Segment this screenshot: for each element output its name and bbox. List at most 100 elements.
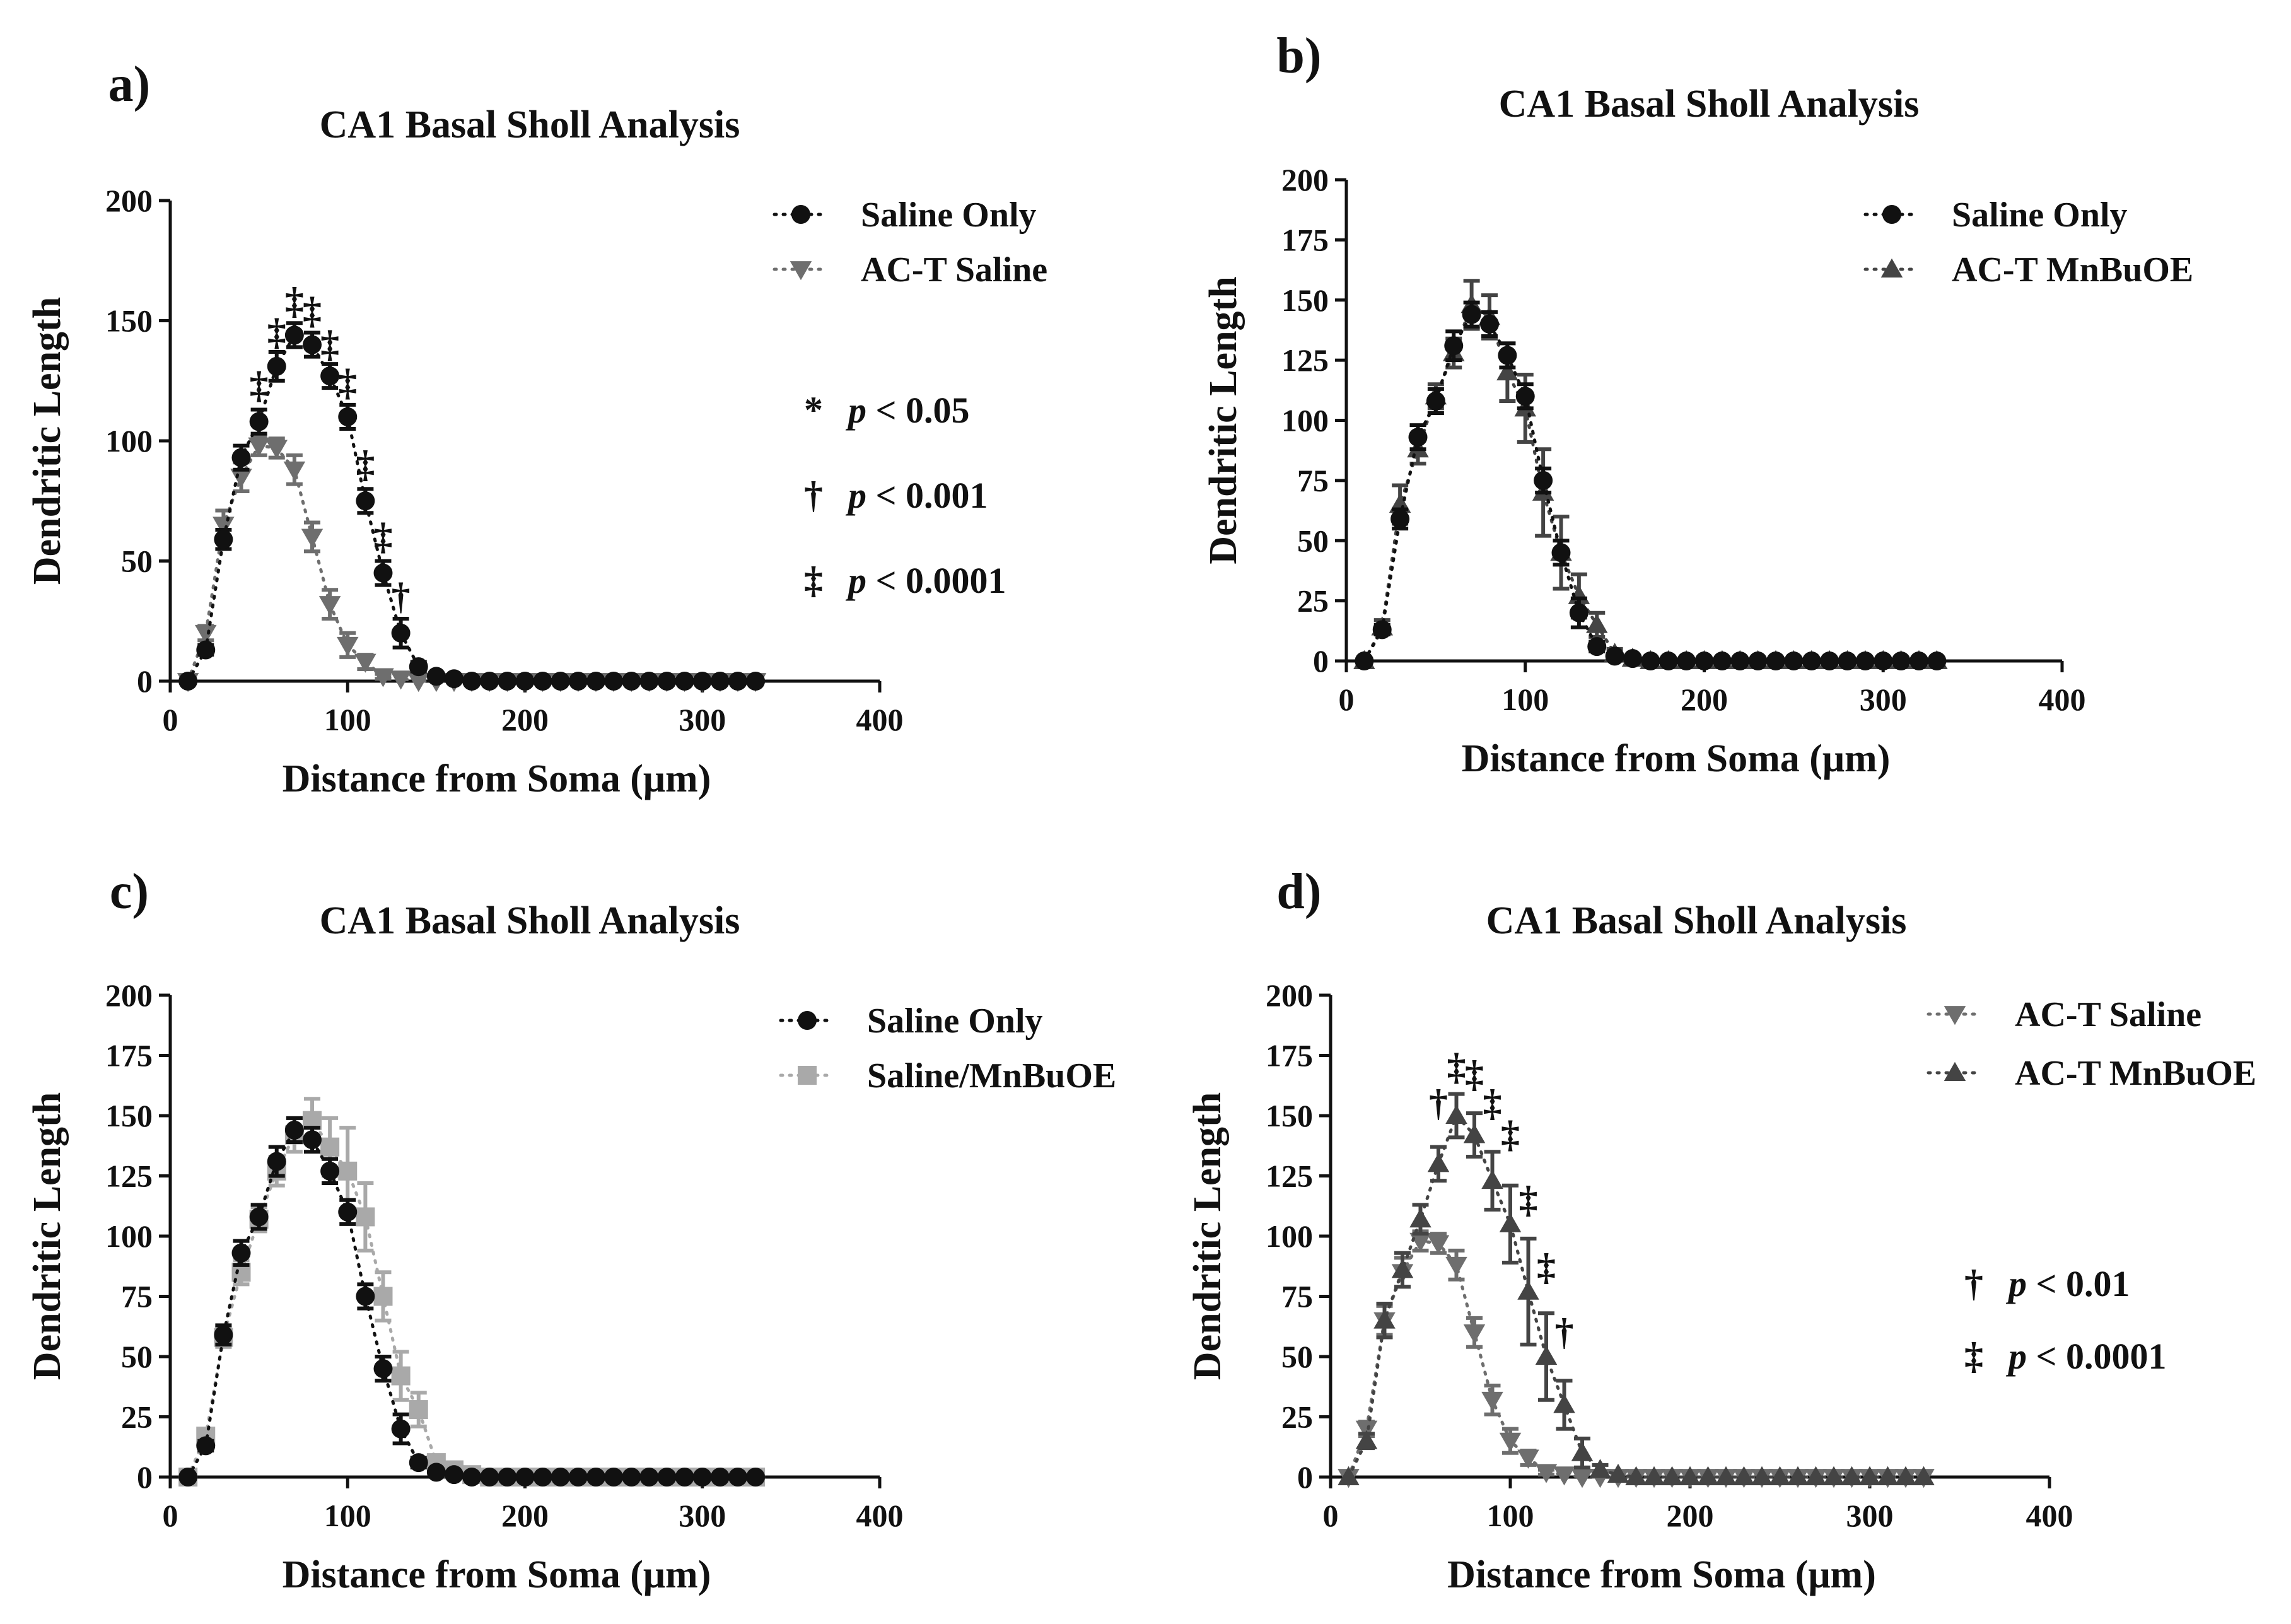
y-axis-label: Dendritic Length <box>1186 1092 1229 1380</box>
legend-item: AC-T Saline <box>772 250 1047 289</box>
x-tick-label: 200 <box>501 702 549 737</box>
data-point <box>426 667 446 686</box>
series-saline-only <box>178 321 766 691</box>
data-point <box>710 672 730 691</box>
y-tick-label: 50 <box>121 1339 153 1374</box>
data-point <box>196 1436 216 1456</box>
y-tick-label: 200 <box>1281 162 1329 197</box>
significance-label: p < 0.05 <box>845 390 970 431</box>
series-act-mnbuoe <box>1338 1092 1935 1485</box>
series-line <box>186 332 757 683</box>
data-point <box>1517 1449 1539 1469</box>
data-point <box>1408 428 1428 447</box>
panel-label: d) <box>1276 864 1321 920</box>
data-point <box>1858 1466 1881 1485</box>
significance-symbol: † <box>1964 1263 1983 1304</box>
data-point <box>320 366 340 386</box>
data-point <box>338 1202 358 1222</box>
legend-marker <box>1944 1061 1966 1081</box>
data-point <box>462 1468 482 1487</box>
significance-symbol: ‡ <box>1964 1335 1983 1377</box>
y-tick-label: 50 <box>1297 523 1329 558</box>
series-line <box>186 443 757 683</box>
data-point <box>284 1120 304 1140</box>
chart-title: CA1 Basal Sholl Analysis <box>1499 83 1920 126</box>
y-tick-label: 50 <box>1281 1339 1313 1374</box>
data-point <box>1822 1466 1845 1485</box>
data-point <box>1480 314 1499 334</box>
data-point <box>692 672 712 691</box>
data-point <box>1372 620 1392 640</box>
data-point <box>267 356 286 376</box>
y-tick-label: 25 <box>1281 1399 1313 1435</box>
chart-title: CA1 Basal Sholl Analysis <box>320 899 740 942</box>
significance-symbol: ‡ <box>804 559 823 601</box>
chart-title: CA1 Basal Sholl Analysis <box>320 103 740 146</box>
y-tick-label: 150 <box>1281 283 1329 318</box>
data-point <box>1855 651 1875 670</box>
series-saline-only <box>1355 300 1947 670</box>
data-point <box>515 1468 535 1487</box>
y-tick-label: 125 <box>1266 1159 1313 1194</box>
x-tick-label: 400 <box>856 702 904 737</box>
data-point <box>283 461 306 481</box>
significance-p: p <box>845 390 866 431</box>
data-point <box>1733 1466 1755 1485</box>
x-tick-label: 300 <box>679 702 726 737</box>
data-point <box>1641 651 1660 670</box>
significance-label: p < 0.0001 <box>845 560 1006 601</box>
significance-mark: ‡ <box>1465 1053 1484 1095</box>
data-point <box>445 669 463 689</box>
x-tick-label: 100 <box>1487 1498 1534 1533</box>
x-tick-label: 300 <box>1860 682 1907 717</box>
data-point <box>622 1468 641 1487</box>
legend-item: Saline Only <box>1863 196 2128 235</box>
y-tick-label: 75 <box>121 1279 153 1314</box>
y-tick-label: 125 <box>1281 342 1329 378</box>
x-tick-label: 300 <box>1846 1498 1894 1533</box>
y-tick-label: 0 <box>137 1459 153 1495</box>
data-point <box>1445 1104 1467 1124</box>
data-point <box>178 672 198 691</box>
y-tick-label: 125 <box>105 1159 153 1194</box>
data-point <box>390 670 412 690</box>
data-point <box>1427 1235 1450 1254</box>
data-point <box>284 325 304 345</box>
x-tick-label: 0 <box>163 1498 178 1533</box>
data-point <box>1427 1153 1450 1172</box>
x-tick-label: 200 <box>1681 682 1728 717</box>
x-tick-label: 200 <box>1667 1498 1714 1533</box>
legend-marker <box>798 1066 817 1085</box>
data-point <box>391 623 411 643</box>
data-point <box>746 1468 766 1487</box>
series-act-saline <box>177 434 767 692</box>
x-tick-label: 400 <box>2026 1498 2073 1533</box>
data-point <box>1481 1391 1503 1411</box>
y-tick-label: 0 <box>137 663 153 699</box>
panel-label: b) <box>1276 28 1321 84</box>
data-point <box>1625 1466 1647 1485</box>
data-point <box>710 1468 730 1487</box>
data-point <box>1784 651 1804 670</box>
legend-marker <box>1880 258 1903 277</box>
x-axis-label: Distance from Soma (μm) <box>1462 737 1891 780</box>
data-point <box>657 1468 677 1487</box>
y-tick-label: 150 <box>105 303 153 339</box>
data-point <box>1820 651 1839 670</box>
panel-c: c) CA1 Basal Sholl Analysis 0 100 200 300 400 0… <box>26 864 1116 1596</box>
data-point <box>320 1137 340 1157</box>
significance-mark: ‡ <box>1519 1179 1538 1220</box>
data-point <box>195 624 217 645</box>
legend-label: Saline Only <box>1952 196 2128 235</box>
data-point <box>356 1207 375 1227</box>
x-axis-label: Distance from Soma (μm) <box>283 1553 711 1596</box>
data-point <box>1677 651 1696 670</box>
data-point <box>533 672 552 691</box>
data-point <box>1661 1466 1683 1485</box>
data-point <box>301 529 324 548</box>
series-line <box>1347 1239 1925 1479</box>
legend-marker <box>798 1011 817 1030</box>
data-point <box>1605 646 1624 666</box>
y-tick-label: 100 <box>105 1218 153 1254</box>
